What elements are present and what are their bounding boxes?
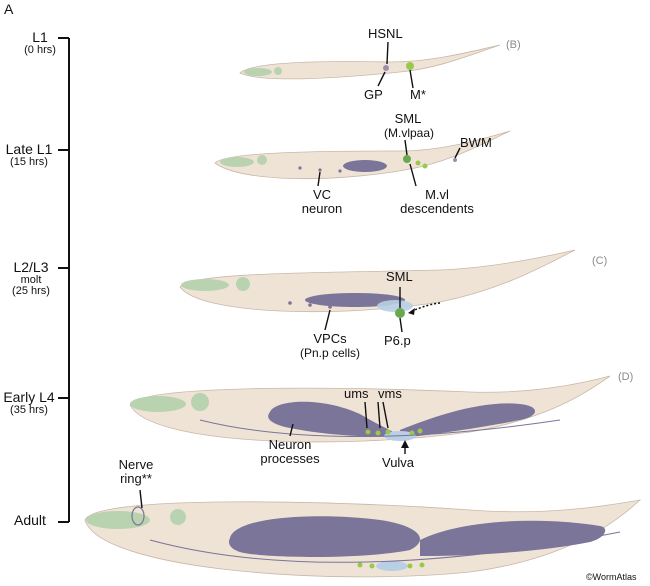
stage-l2-l3-time: (25 hrs) [12,285,50,298]
label-sml-mvlpaa: SML (M.vlpaa) [384,111,435,140]
label-nerve-ring: Nerve ring** [112,458,160,485]
label-nerve-line2: ring** [120,470,152,486]
stage-late-l1-time: (15 hrs) [10,155,48,168]
label-vc-neuron: VC neuron [300,188,344,215]
label-m-star: M* [410,87,426,102]
stage-early-l4-time: (35 hrs) [10,403,48,416]
stage-early-l4-name: Early L4 [3,389,55,405]
stage-late-l1-name: Late L1 [5,141,53,157]
label-neuron-processes: Neuron processes [252,438,328,465]
panel-ref-d: (D) [618,371,634,383]
label-vpcs-line2: (Pn.p cells) [299,345,361,360]
panel-label: A [4,1,14,17]
label-sml-line1: SML [394,111,422,126]
annotation-leaders [139,41,461,509]
label-sml: SML [386,269,413,284]
stage-l1-time: (0 hrs) [24,43,56,56]
stage-l2-l3: L2/L3 molt (25 hrs) [6,260,56,298]
stage-l2-l3-name: L2/L3 [13,259,49,275]
worm-l1 [239,44,501,80]
label-neuron-line1: Neuron [268,437,312,452]
panel-ref-c: (C) [592,255,608,267]
stage-l2-l3-molt: molt [20,273,42,286]
worm-adult [84,499,642,578]
label-gp: GP [364,87,383,102]
label-neuron-line2: processes [260,450,320,466]
worm-early-l4 [129,375,611,443]
label-vpcs: VPCs (Pn.p cells) [290,332,370,359]
worm-l2-l3 [179,249,576,318]
label-vc-line1: VC [312,187,332,202]
stage-adult: Adult [14,513,46,528]
label-bwm: BWM [460,135,492,150]
stage-l1: L1 (0 hrs) [23,30,57,56]
label-mvl-descendents: M.vl descendents [392,188,482,215]
panel-ref-b: (B) [506,39,521,51]
stage-early-l4: Early L4 (35 hrs) [0,390,58,416]
worm-late-l1 [214,130,511,180]
label-vulva: Vulva [382,455,415,470]
label-nerve-line1: Nerve [118,457,154,472]
label-ums: ums [344,386,369,401]
credit-wormatlas: ©WormAtlas [586,572,637,582]
timeline-axis [58,37,70,523]
stage-adult-name: Adult [14,512,46,528]
label-vpcs-line1: VPCs [313,331,347,346]
label-vms: vms [378,386,402,401]
stage-l1-name: L1 [32,29,48,45]
label-mvl-line2: descendents [400,200,474,216]
label-mvl-line1: M.vl [425,187,449,202]
label-hsnl: HSNL [368,26,403,41]
label-sml-line2: (M.vlpaa) [384,125,435,140]
stage-late-l1: Late L1 (15 hrs) [2,142,56,168]
label-vc-line2: neuron [301,200,343,216]
label-p6p: P6.p [384,333,411,348]
